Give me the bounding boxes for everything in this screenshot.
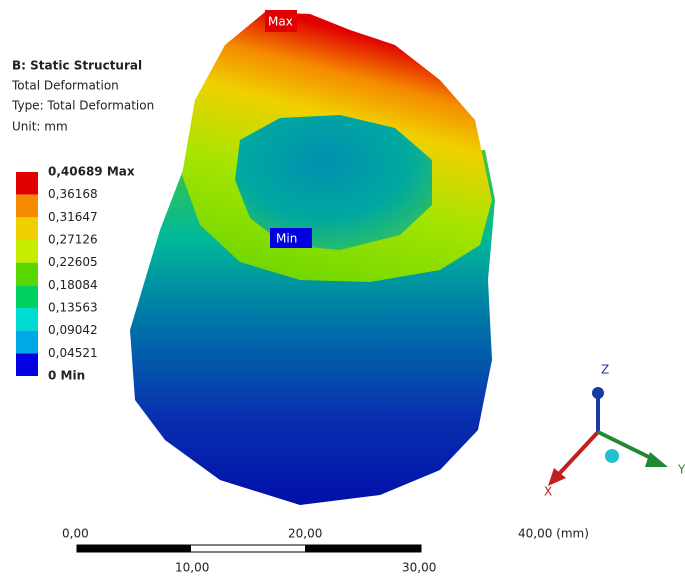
legend-swatch — [16, 172, 38, 195]
axis-label: X — [544, 485, 552, 499]
legend-label: 0,31647 — [48, 210, 98, 224]
z-head — [592, 387, 604, 399]
legend-swatch — [16, 240, 38, 263]
scale-segment — [305, 545, 421, 552]
max-label: Max — [268, 15, 293, 29]
info-line: Unit: mm — [12, 120, 68, 134]
legend-swatch — [16, 353, 38, 376]
y-head — [645, 452, 668, 467]
min-label: Min — [276, 232, 297, 246]
legend-label: 0,27126 — [48, 233, 98, 247]
legend-swatch — [16, 263, 38, 286]
title: B: Static Structural — [12, 59, 142, 73]
legend-label: 0,18084 — [48, 278, 98, 292]
viewport: Max Min B: Static Structural Total Defor… — [0, 0, 685, 577]
legend-label: 0,04521 — [48, 346, 98, 360]
legend-label: 0 Min — [48, 369, 85, 383]
scale-label: 0,00 — [62, 527, 89, 541]
scale-label: 40,00 (mm) — [518, 527, 589, 541]
scale-label: 10,00 — [175, 561, 209, 575]
info-line: Total Deformation — [11, 79, 119, 93]
scale-label: 30,00 — [402, 561, 436, 575]
legend-label: 0,09042 — [48, 323, 98, 337]
legend-swatch — [16, 285, 38, 308]
legend-swatch — [16, 308, 38, 331]
iso-ball — [605, 449, 619, 463]
legend: 0,40689 Max 0,36168 0,31647 0,27126 0,22605 0… — [16, 165, 135, 383]
legend-label: 0,40689 Max — [48, 165, 135, 179]
axis-label: Z — [601, 363, 609, 377]
legend-label: 0,22605 — [48, 255, 98, 269]
legend-swatch — [16, 331, 38, 354]
scale-label: 20,00 — [288, 527, 322, 541]
legend-label: 0,36168 — [48, 187, 98, 201]
axis-label: Y — [677, 463, 685, 477]
x-axis — [558, 432, 598, 475]
legend-swatch — [16, 217, 38, 240]
scale-segment — [77, 545, 191, 552]
legend-label: 0,13563 — [48, 301, 98, 315]
triad: Z X Y — [544, 363, 685, 499]
legend-swatch — [16, 195, 38, 218]
info-line: Type: Total Deformation — [11, 99, 154, 113]
